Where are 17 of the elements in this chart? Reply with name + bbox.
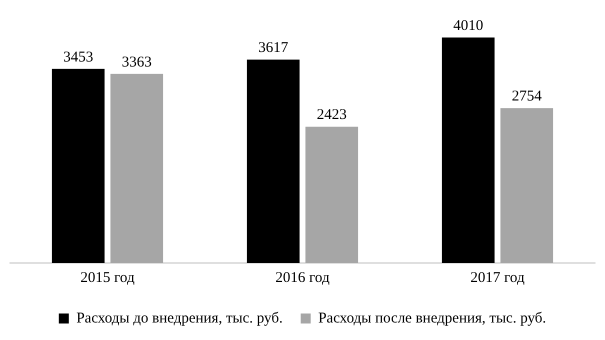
bar [246,60,300,263]
x-tick-label: 2015 год [80,270,135,286]
data-label: 2754 [512,88,542,105]
data-label: 3453 [63,49,94,66]
data-label: 4010 [453,18,484,34]
x-tick-label: 2016 год [275,270,330,286]
bar [110,74,164,263]
legend-label: Расходы после внедрения, тыс. руб. [318,310,546,326]
x-tick-label: 2017 год [470,270,525,286]
bar [305,126,358,263]
data-label: 3363 [122,54,152,70]
data-label: 3617 [258,40,289,56]
bar [52,68,105,263]
legend-label: Расходы до внедрения, тыс. руб. [76,310,283,326]
data-label: 2423 [316,107,347,124]
bar [442,38,495,263]
bar [500,108,554,263]
